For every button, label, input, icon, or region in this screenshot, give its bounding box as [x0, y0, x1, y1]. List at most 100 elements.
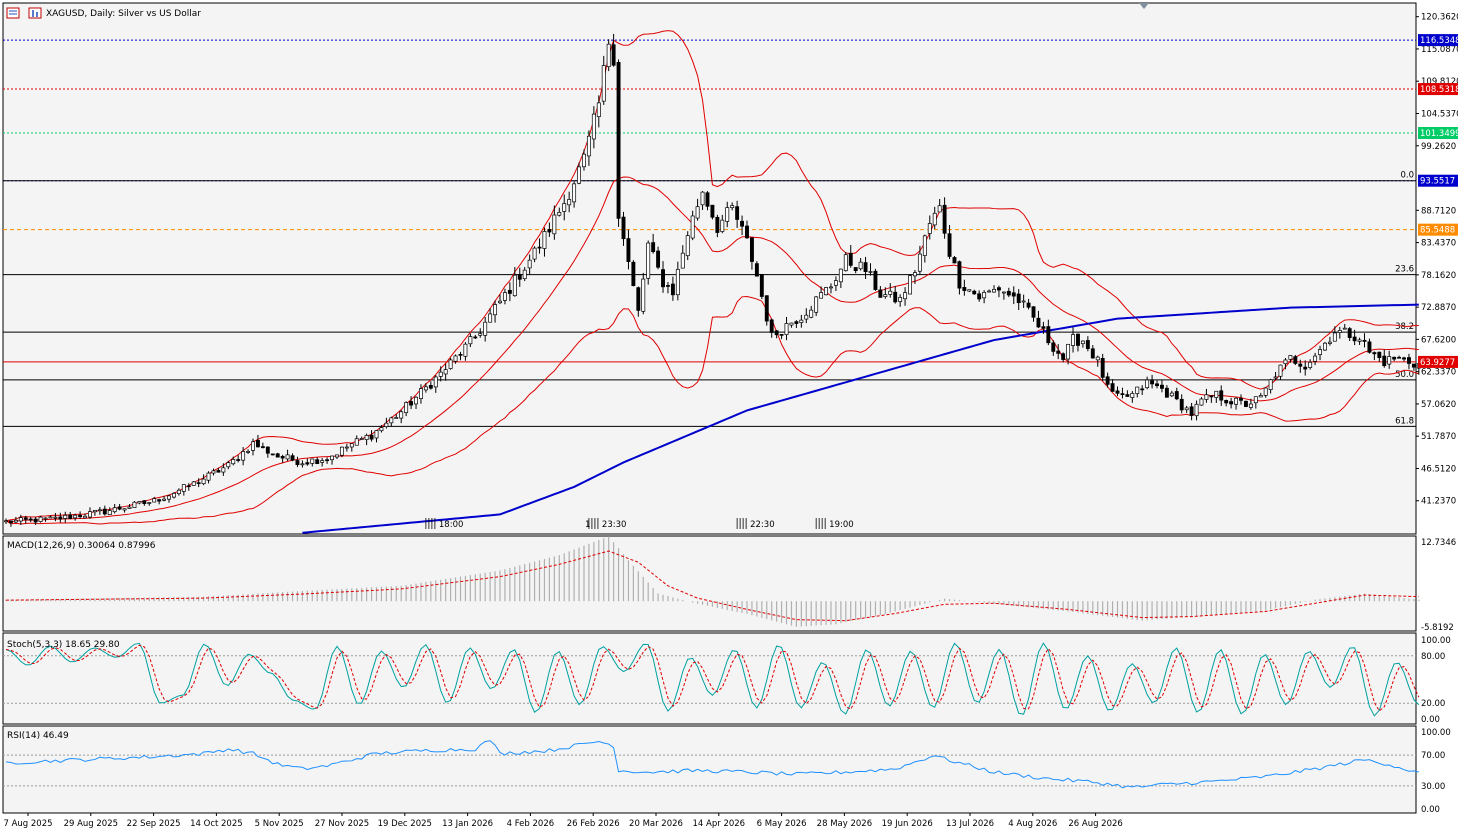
- candle-body: [1347, 328, 1352, 338]
- candle-body: [488, 313, 493, 323]
- candle-body: [409, 401, 414, 406]
- main-pane-bg: [2, 2, 1417, 535]
- candle-body: [1204, 394, 1209, 400]
- candle-body: [779, 334, 784, 336]
- candle-body: [754, 263, 759, 277]
- candle-body: [1189, 406, 1194, 416]
- time-tick-label: 26 Aug 2026: [1068, 819, 1122, 829]
- candle-body: [18, 517, 23, 522]
- candle-body: [231, 459, 236, 465]
- candle-body: [1031, 306, 1036, 318]
- candle-body: [824, 287, 828, 296]
- price-tag: [1418, 83, 1458, 96]
- candle-body: [251, 441, 255, 451]
- candle-body: [952, 257, 957, 264]
- time-tick-label: 29 Aug 2025: [64, 819, 118, 829]
- symbol-icons[interactable]: [6, 7, 42, 19]
- price-tag: [1418, 223, 1458, 236]
- candle-body: [972, 290, 977, 295]
- candle-body: [433, 376, 438, 388]
- candle-body: [48, 516, 53, 519]
- candle-body: [1164, 387, 1169, 398]
- price-tick-label: 41.2370: [1421, 497, 1456, 507]
- candle-body: [1056, 350, 1061, 354]
- candle-body: [315, 459, 320, 465]
- candle-body: [473, 336, 478, 339]
- candle-body: [932, 212, 937, 226]
- candle-body: [992, 289, 996, 293]
- price-tag-label: 85.5488: [1420, 226, 1455, 236]
- time-tick-label: 19 Jun 2026: [882, 819, 933, 829]
- event-count-label: 1: [585, 520, 590, 530]
- candle-body: [423, 386, 428, 391]
- candle-body: [483, 321, 488, 336]
- candle-body: [705, 192, 710, 207]
- candle-body: [63, 514, 68, 519]
- candle-body: [349, 443, 354, 448]
- event-time-label: 19:00: [829, 520, 854, 530]
- candle-body: [246, 451, 251, 453]
- candle-body: [88, 511, 92, 518]
- candle-body: [927, 223, 932, 234]
- candle-body: [1243, 400, 1248, 407]
- candle-body: [320, 460, 325, 463]
- candle-body: [1234, 397, 1239, 405]
- candle-body: [498, 300, 502, 304]
- candle-body: [804, 314, 809, 320]
- candle-body: [695, 206, 700, 219]
- candle-body: [448, 359, 453, 369]
- price-tick-label: 62.3370: [1421, 368, 1456, 378]
- price-tag-label: 101.3499: [1420, 129, 1458, 139]
- price-tick-label: 78.1620: [1421, 271, 1456, 281]
- candle-body: [1407, 357, 1411, 364]
- candle-body: [68, 514, 73, 519]
- candle-body: [848, 252, 853, 266]
- candle-body: [586, 135, 591, 157]
- candle-body: [670, 283, 675, 296]
- price-tick-label: 99.2620: [1421, 142, 1456, 152]
- candle-body: [957, 261, 962, 289]
- candle-body: [255, 440, 260, 448]
- time-tick-label: 20 Mar 2026: [629, 819, 683, 829]
- fib-label: 61.8: [1395, 416, 1414, 426]
- candle-body: [922, 235, 927, 256]
- time-tick-label: 14 Oct 2025: [190, 819, 243, 829]
- rsi-tick-label: 30.00: [1421, 782, 1445, 792]
- price-tag-label: 93.5517: [1420, 177, 1455, 187]
- candle-body: [1219, 390, 1224, 401]
- candle-body: [1397, 356, 1402, 359]
- candle-body: [1041, 326, 1046, 329]
- candle-body: [809, 309, 814, 318]
- candle-body: [374, 430, 379, 439]
- candle-body: [759, 273, 764, 297]
- candle-body: [853, 267, 858, 272]
- candle-body: [1130, 393, 1135, 398]
- chart-bars-icon[interactable]: [28, 7, 42, 19]
- stoch-tick-label: 20.00: [1421, 699, 1445, 709]
- candle-body: [38, 516, 43, 522]
- candle-body: [1071, 334, 1075, 346]
- scroll-marker-icon[interactable]: [1139, 3, 1149, 9]
- candle-body: [399, 411, 404, 419]
- candle-body: [1268, 379, 1273, 390]
- rsi-tick-label: 0.00: [1421, 805, 1440, 815]
- candle-body: [443, 369, 448, 375]
- candle-body: [838, 268, 843, 283]
- candle-body: [843, 254, 848, 272]
- candle-body: [720, 219, 725, 232]
- candle-body: [621, 216, 626, 240]
- candle-body: [191, 481, 196, 486]
- candle-body: [606, 43, 611, 68]
- candle-body: [132, 501, 137, 508]
- macd-tick-label: 12.7346: [1421, 538, 1456, 548]
- candle-body: [1199, 398, 1204, 406]
- chart-list-icon[interactable]: [6, 7, 20, 19]
- stoch-tick-label: 100.00: [1421, 636, 1451, 646]
- candle-body: [438, 371, 443, 377]
- time-tick-label: 4 Feb 2026: [507, 819, 555, 829]
- candle-body: [1332, 332, 1337, 342]
- candle-body: [1278, 364, 1283, 377]
- candle-body: [1169, 392, 1174, 397]
- candle-body: [1110, 383, 1115, 392]
